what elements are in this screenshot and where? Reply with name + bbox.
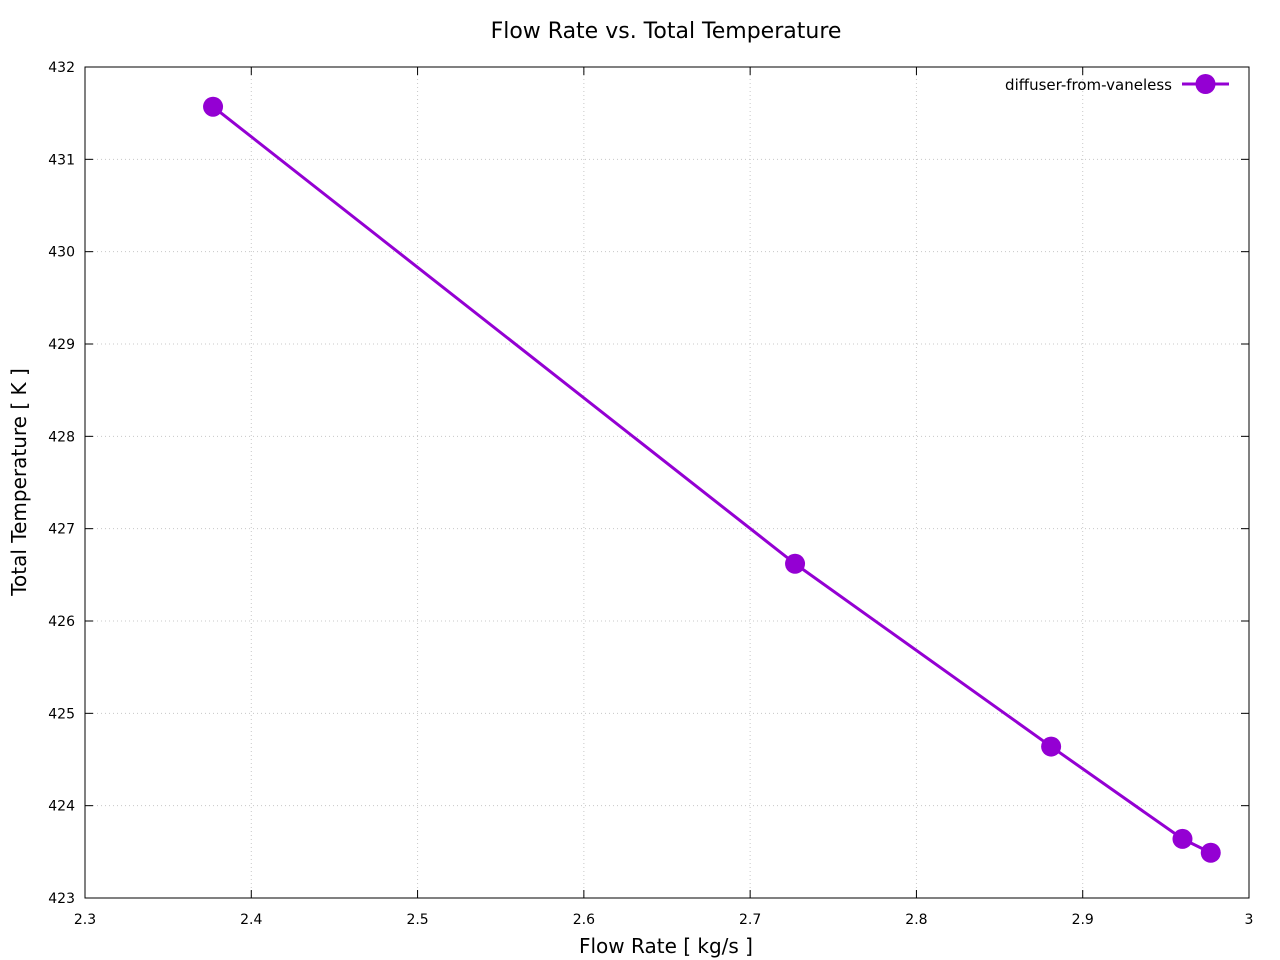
legend-marker-swatch xyxy=(1195,74,1216,94)
x-tick-label: 2.6 xyxy=(573,912,595,928)
x-tick-label: 2.9 xyxy=(1072,912,1094,928)
x-tick-label: 2.8 xyxy=(905,912,927,928)
y-tick-label: 426 xyxy=(48,614,75,630)
y-tick-label: 428 xyxy=(48,429,75,445)
y-tick-label: 423 xyxy=(48,891,75,907)
series-line xyxy=(212,105,1212,855)
plot-area-frame xyxy=(84,66,1250,899)
legend: diffuser-from-vaneless xyxy=(1005,74,1229,94)
y-tick-label: 425 xyxy=(48,706,75,722)
y-tick-label: 424 xyxy=(48,799,75,815)
x-axis-tick-labels: 2.3 2.4 2.5 2.6 2.7 2.8 2.9 3 xyxy=(74,912,1254,928)
y-tick-label: 432 xyxy=(48,60,75,76)
data-point xyxy=(1041,736,1062,757)
axis-ticks xyxy=(84,66,1250,899)
data-point xyxy=(203,96,224,117)
data-point xyxy=(1172,828,1193,849)
data-point xyxy=(785,553,806,574)
y-tick-label: 429 xyxy=(48,337,75,353)
chart-title: Flow Rate vs. Total Temperature xyxy=(491,19,842,44)
y-tick-label: 430 xyxy=(48,245,75,261)
grid xyxy=(85,67,1249,898)
x-tick-label: 2.7 xyxy=(739,912,761,928)
x-tick-label: 3 xyxy=(1245,912,1254,928)
y-tick-label: 427 xyxy=(48,522,75,538)
data-point xyxy=(1200,842,1221,863)
x-tick-label: 2.4 xyxy=(240,912,262,928)
x-tick-label: 2.5 xyxy=(406,912,428,928)
series-layer xyxy=(203,96,1221,863)
y-axis-title: Total Temperature [ K ] xyxy=(7,368,31,597)
y-tick-label: 431 xyxy=(48,152,75,168)
y-axis-tick-labels: 423 424 425 426 427 428 429 430 431 432 xyxy=(48,60,75,907)
x-tick-label: 2.3 xyxy=(74,912,96,928)
x-axis-title: Flow Rate [ kg/s ] xyxy=(579,934,753,958)
legend-label: diffuser-from-vaneless xyxy=(1005,76,1172,94)
